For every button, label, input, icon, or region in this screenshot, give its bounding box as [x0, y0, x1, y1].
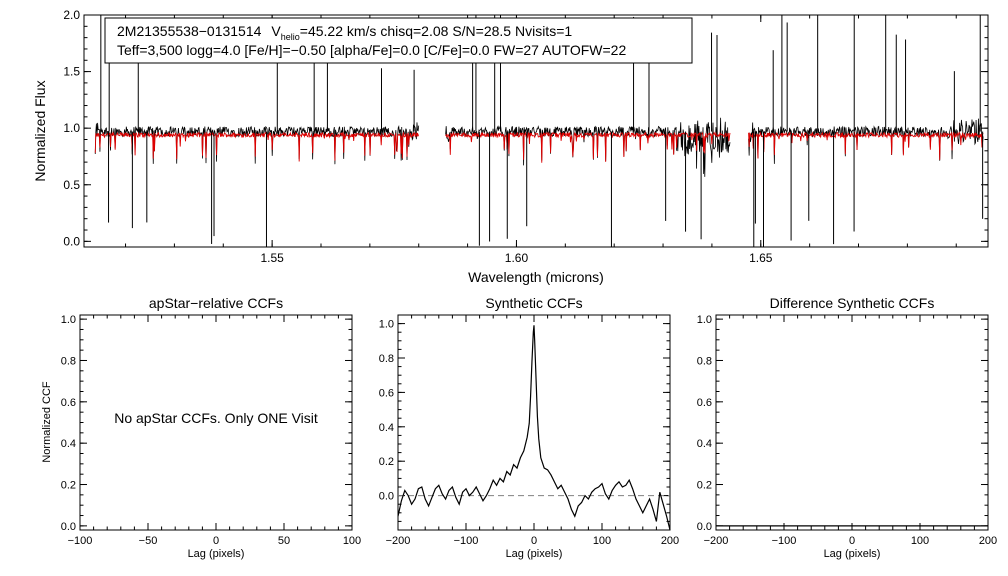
synthetic-ccf-y-tick-label: 0.2 — [379, 456, 394, 468]
spectrum-y-tick-label: 0.0 — [63, 234, 80, 248]
spectrum-y-tick-label: 1.5 — [63, 65, 80, 79]
synthetic-ccf-marks — [397, 325, 671, 531]
apstar-ccf-y-axis-label: Normalized CCF — [41, 381, 53, 463]
synthetic-ccf-y-tick-label: 1.0 — [379, 319, 394, 331]
spectrum-y-tick-label: 1.0 — [63, 121, 80, 135]
apstar-ccf-message: No apStar CCFs. Only ONE Visit — [114, 410, 318, 426]
synthetic-ccf-x-tick-label: 200 — [661, 535, 679, 547]
synthetic-ccf-x-tick-label: 100 — [593, 535, 611, 547]
observed-spectrum-segment — [748, 118, 984, 164]
synthetic-ccf-title: Synthetic CCFs — [485, 295, 582, 311]
apstar-ccf-x-axis-label: Lag (pixels) — [188, 548, 245, 560]
apstar-ccf-panel: apStar−relative CCFs No apStar CCFs. Onl… — [41, 295, 361, 560]
apstar-ccf-x-tick-label: 50 — [278, 535, 290, 547]
apstar-ccf-y-tick-label: 0.6 — [61, 397, 76, 409]
difference-ccf-x-tick-label: −100 — [772, 535, 797, 547]
info-vhelio-v: V — [271, 23, 281, 39]
synthetic-ccf-plot-frame — [397, 314, 671, 531]
spectrum-plot-frame — [83, 14, 989, 248]
difference-ccf-y-tick-label: 0.4 — [697, 438, 712, 450]
spectrum-x-axis-label: Wavelength (microns) — [468, 269, 604, 285]
apstar-ccf-x-tick-label: 0 — [213, 535, 219, 547]
apstar-ccf-y-tick-label: 0.0 — [61, 521, 76, 533]
spectrum-info-box — [104, 17, 693, 64]
spectrum-ticks: 1.55 1.60 1.65 0.0 0.5 1.0 1.5 2.0 — [63, 8, 988, 265]
info-star-id: 2M21355538−0131514 — [117, 23, 262, 39]
apstar-ccf-title: apStar−relative CCFs — [149, 295, 283, 311]
difference-ccf-panel: Difference Synthetic CCFs Lag (pixels) −… — [697, 295, 997, 560]
synthetic-ccf-y-tick-label: 0.6 — [379, 387, 394, 399]
info-vhelio-sub: helio — [281, 32, 300, 42]
synthetic-ccf-y-tick-label: 0.0 — [379, 491, 394, 503]
synthetic-ccf-line — [397, 325, 671, 531]
synthetic-ccf-y-tick-label: 0.8 — [379, 353, 394, 365]
synthetic-ccf-x-tick-label: −200 — [386, 535, 411, 547]
synthetic-ccf-ticks: −200 −100 0 100 200 0.0 0.2 0.4 0.6 0.8 1.0 — [379, 314, 679, 547]
synthetic-ccf-x-tick-label: −100 — [454, 535, 479, 547]
model-spectrum-segment — [445, 131, 731, 163]
difference-ccf-y-tick-label: 0.6 — [697, 397, 712, 409]
difference-ccf-y-tick-label: 0.0 — [697, 521, 712, 533]
synthetic-ccf-panel: Synthetic CCFs Lag (pixels) −200 −100 0 100… — [379, 295, 679, 560]
spectrum-info-line1: 2M21355538−0131514 Vhelio=45.22 km/s chis… — [117, 23, 572, 42]
apstar-ccf-y-tick-label: 0.2 — [61, 480, 76, 492]
apstar-ccf-x-tick-label: −50 — [139, 535, 158, 547]
spectrum-x-tick-label: 1.60 — [505, 251, 529, 265]
difference-ccf-ticks: −200 −100 0 100 200 0.0 0.2 0.4 0.6 0.8 1.0 — [697, 314, 997, 547]
difference-ccf-x-tick-label: 100 — [911, 535, 929, 547]
observed-spectrum-segment — [445, 117, 731, 177]
difference-ccf-x-axis-label: Lag (pixels) — [824, 548, 881, 560]
spectrum-y-tick-label: 0.5 — [63, 178, 80, 192]
apstar-ccf-y-tick-label: 1.0 — [61, 314, 76, 326]
difference-ccf-x-tick-label: −200 — [704, 535, 729, 547]
difference-ccf-x-tick-label: 200 — [979, 535, 997, 547]
synthetic-ccf-y-tick-label: 0.4 — [379, 422, 394, 434]
apstar-ccf-y-tick-label: 0.4 — [61, 438, 76, 450]
difference-ccf-plot-frame — [715, 314, 989, 531]
apstar-ccf-ticks: −100 −50 0 50 100 0.0 0.2 0.4 0.6 0.8 1.0 — [61, 314, 361, 547]
model-spectrum-segment — [94, 131, 420, 162]
spectrum-x-tick-label: 1.55 — [260, 251, 284, 265]
apstar-ccf-x-tick-label: −100 — [68, 535, 93, 547]
difference-ccf-x-tick-label: 0 — [849, 535, 855, 547]
spectrum-x-tick-label: 1.65 — [749, 251, 773, 265]
spectrum-info-line2: Teff=3,500 logg=4.0 [Fe/H]=−0.50 [alpha/… — [117, 42, 626, 58]
spectrum-y-axis-label: Normalized Flux — [32, 80, 48, 181]
spectrum-y-tick-label: 2.0 — [63, 8, 80, 22]
spectrum-panel: 1.55 1.60 1.65 0.0 0.5 1.0 1.5 2.0 2M21355538−0… — [32, 8, 989, 285]
apstar-ccf-x-tick-label: 100 — [343, 535, 361, 547]
info-vhelio-rest: =45.22 km/s chisq=2.08 S/N=28.5 Nvisits=… — [300, 23, 573, 39]
apstar-ccf-y-tick-label: 0.8 — [61, 355, 76, 367]
difference-ccf-y-tick-label: 0.2 — [697, 480, 712, 492]
model-spectrum-segment — [748, 131, 984, 160]
difference-ccf-title: Difference Synthetic CCFs — [770, 295, 935, 311]
difference-ccf-y-tick-label: 1.0 — [697, 314, 712, 326]
synthetic-ccf-x-tick-label: 0 — [531, 535, 537, 547]
difference-ccf-y-tick-label: 0.8 — [697, 355, 712, 367]
synthetic-ccf-x-axis-label: Lag (pixels) — [506, 548, 563, 560]
